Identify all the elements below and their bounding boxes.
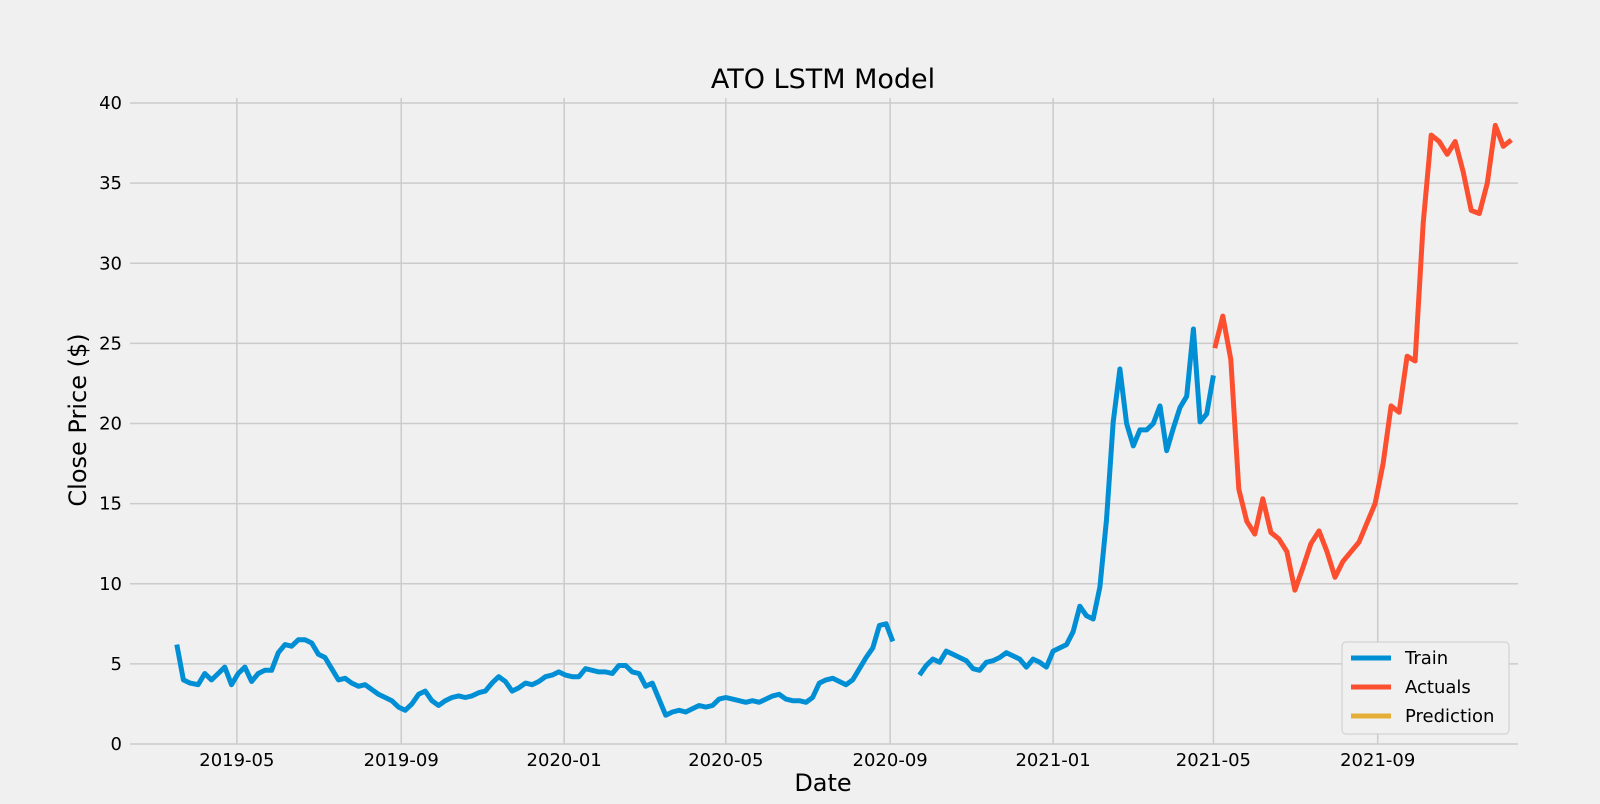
y-tick-label: 10 <box>99 574 122 595</box>
y-tick-label: 35 <box>99 173 122 194</box>
x-tick-label: 2019-05 <box>199 750 274 771</box>
y-tick-label: 5 <box>111 654 122 675</box>
y-axis-label: Close Price ($) <box>64 333 92 506</box>
y-tick-label: 0 <box>111 734 122 755</box>
x-tick-label: 2019-09 <box>364 750 439 771</box>
x-tick-label: 2021-01 <box>1015 750 1090 771</box>
x-tick-label: 2020-09 <box>853 750 928 771</box>
x-tick-label: 2021-09 <box>1340 750 1415 771</box>
y-tick-label: 30 <box>99 253 122 274</box>
x-tick-label: 2020-05 <box>688 750 763 771</box>
legend-label-train: Train <box>1404 648 1448 669</box>
legend-label-actuals: Actuals <box>1405 677 1471 698</box>
x-tick-label: 2020-01 <box>527 750 602 771</box>
x-axis-label: Date <box>794 769 851 797</box>
chart-title: ATO LSTM Model <box>711 64 935 95</box>
y-tick-label: 25 <box>99 333 122 354</box>
y-tick-label: 15 <box>99 494 122 515</box>
legend: Train Actuals Prediction <box>1342 642 1509 734</box>
y-tick-label: 40 <box>99 93 122 114</box>
legend-label-prediction: Prediction <box>1405 706 1494 727</box>
y-tick-label: 20 <box>99 414 122 435</box>
x-tick-label: 2021-05 <box>1176 750 1251 771</box>
